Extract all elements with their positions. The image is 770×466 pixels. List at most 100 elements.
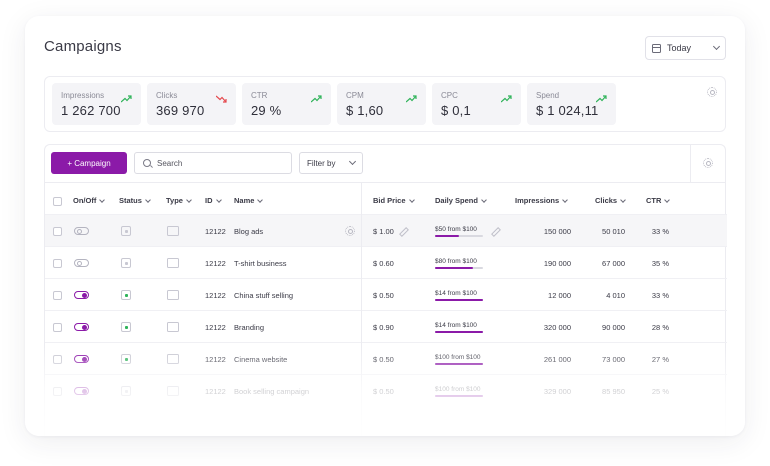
campaign-name[interactable]: Book selling campaign	[234, 386, 310, 396]
trend-up-icon	[310, 90, 322, 103]
clicks: 73 000	[602, 354, 625, 364]
chevron-down-icon	[562, 196, 569, 203]
date-range-value: Today	[667, 43, 692, 53]
campaign-id: 12122	[205, 354, 226, 364]
stats-settings-gear-icon[interactable]	[707, 87, 717, 97]
daily-spend: $100 from $100	[435, 354, 483, 365]
campaign-id: 12122	[205, 226, 226, 236]
on-off-toggle[interactable]	[74, 227, 89, 235]
on-off-toggle[interactable]	[74, 355, 89, 363]
stat-label: CPM	[346, 91, 364, 100]
table-row[interactable]: 12122 Blog ads $ 1.00 $50 from $100 150 000 5…	[45, 214, 727, 246]
on-off-toggle[interactable]	[74, 323, 89, 331]
column-header-id[interactable]: ID	[205, 196, 222, 205]
chevron-down-icon	[408, 196, 415, 203]
bid-price: $ 1.00	[373, 226, 394, 236]
campaign-name[interactable]: Branding	[234, 322, 265, 332]
row-checkbox[interactable]	[53, 226, 62, 236]
table-row[interactable]: 12122 China stuff selling $ 0.50 $14 from $…	[45, 278, 727, 310]
stat-card-cpm: CPM $ 1,60	[337, 83, 426, 125]
column-header-name[interactable]: Name	[234, 196, 264, 205]
chevron-down-icon	[99, 196, 106, 203]
select-all-checkbox[interactable]	[53, 197, 62, 206]
column-header-type[interactable]: Type	[166, 196, 192, 205]
campaigns-card: Campaigns Today Impressions 1 262 700 Clic…	[25, 16, 745, 436]
divider	[45, 182, 725, 183]
search-box[interactable]	[134, 152, 292, 174]
column-label: Name	[234, 196, 255, 205]
stat-value: $ 0,1	[441, 103, 471, 118]
divider	[361, 182, 362, 436]
stat-card-clicks: Clicks 369 970	[147, 83, 236, 125]
chevron-down-icon	[257, 196, 264, 203]
chevron-down-icon	[348, 157, 357, 166]
status-icon	[121, 226, 131, 236]
edit-bid-pencil-icon[interactable]	[399, 228, 406, 235]
column-label: Daily Spend	[435, 196, 478, 205]
row-checkbox[interactable]	[53, 290, 62, 300]
ctr: 33 %	[651, 226, 669, 236]
edit-spend-pencil-icon[interactable]	[491, 228, 498, 235]
row-checkbox[interactable]	[53, 322, 62, 332]
page-title: Campaigns	[44, 38, 122, 55]
filter-by-label: Filter by	[307, 158, 336, 168]
on-off-toggle[interactable]	[74, 387, 89, 395]
impressions: 329 000	[543, 386, 571, 396]
column-header-impressions[interactable]: Impressions	[515, 196, 569, 205]
stats-panel: Impressions 1 262 700 Clicks 369 970 CTR 29 %…	[44, 76, 726, 132]
row-checkbox[interactable]	[53, 354, 62, 364]
campaign-name[interactable]: Cinema website	[234, 354, 288, 364]
date-range-select[interactable]: Today	[645, 36, 726, 60]
row-checkbox[interactable]	[53, 386, 62, 396]
trend-up-icon	[500, 90, 512, 103]
bid-price: $ 0.50	[373, 354, 394, 364]
on-off-toggle[interactable]	[74, 291, 89, 299]
column-label: Impressions	[515, 196, 560, 205]
column-header-clicks[interactable]: Clicks	[595, 196, 626, 205]
table-row[interactable]: 12122 T-shirt business $ 0.60 $80 from $100…	[45, 246, 727, 278]
chevron-down-icon	[664, 196, 671, 203]
stat-label: CPC	[441, 91, 458, 100]
table-settings-gear-icon[interactable]	[703, 158, 713, 168]
column-header-bid-price[interactable]: Bid Price	[373, 196, 415, 205]
filter-by-select[interactable]: Filter by	[299, 152, 363, 174]
column-header-onoff[interactable]: On/Off	[73, 196, 106, 205]
daily-spend-progress	[435, 298, 483, 301]
clicks: 50 010	[602, 226, 625, 236]
chevron-down-icon	[215, 196, 222, 203]
clicks: 90 000	[602, 322, 625, 332]
calendar-icon	[652, 43, 661, 53]
column-header-ctr[interactable]: CTR	[646, 196, 671, 205]
campaign-type-icon	[167, 354, 179, 364]
stat-value: $ 1 024,11	[536, 103, 599, 118]
campaign-name[interactable]: China stuff selling	[234, 290, 294, 300]
table-row[interactable]: 12122 Book selling campaign $ 0.50 $100 fro…	[45, 374, 727, 406]
daily-spend-text: $14 from $100	[435, 289, 477, 297]
column-header-status[interactable]: Status	[119, 196, 151, 205]
ctr: 28 %	[651, 322, 669, 332]
daily-spend-text: $100 from $100	[435, 353, 481, 361]
campaign-name[interactable]: Blog ads	[234, 226, 264, 236]
stat-label: CTR	[251, 91, 268, 100]
table-row[interactable]: 12122 Branding $ 0.90 $14 from $100 320 000 9…	[45, 310, 727, 342]
stat-card-impressions: Impressions 1 262 700	[52, 83, 141, 125]
row-settings-gear-icon[interactable]	[345, 226, 355, 236]
daily-spend-progress	[435, 234, 483, 237]
bid-price: $ 0.50	[373, 290, 394, 300]
ctr: 35 %	[651, 258, 669, 268]
daily-spend-progress	[435, 266, 483, 269]
column-label: Clicks	[595, 196, 618, 205]
stat-value: 369 970	[156, 103, 205, 118]
row-checkbox[interactable]	[53, 258, 62, 268]
status-icon	[121, 258, 131, 268]
on-off-toggle[interactable]	[74, 259, 89, 267]
column-header-daily-spend[interactable]: Daily Spend	[435, 196, 487, 205]
table-row[interactable]: 12122 Cinema website $ 0.50 $100 from $100 2…	[45, 342, 727, 374]
daily-spend-progress	[435, 394, 483, 397]
search-input[interactable]	[157, 158, 287, 168]
campaign-name[interactable]: T-shirt business	[234, 258, 287, 268]
column-label: CTR	[646, 196, 662, 205]
daily-spend: $100 from $100	[435, 386, 483, 397]
add-campaign-button[interactable]: + Campaign	[51, 152, 127, 174]
clicks: 67 000	[602, 258, 625, 268]
